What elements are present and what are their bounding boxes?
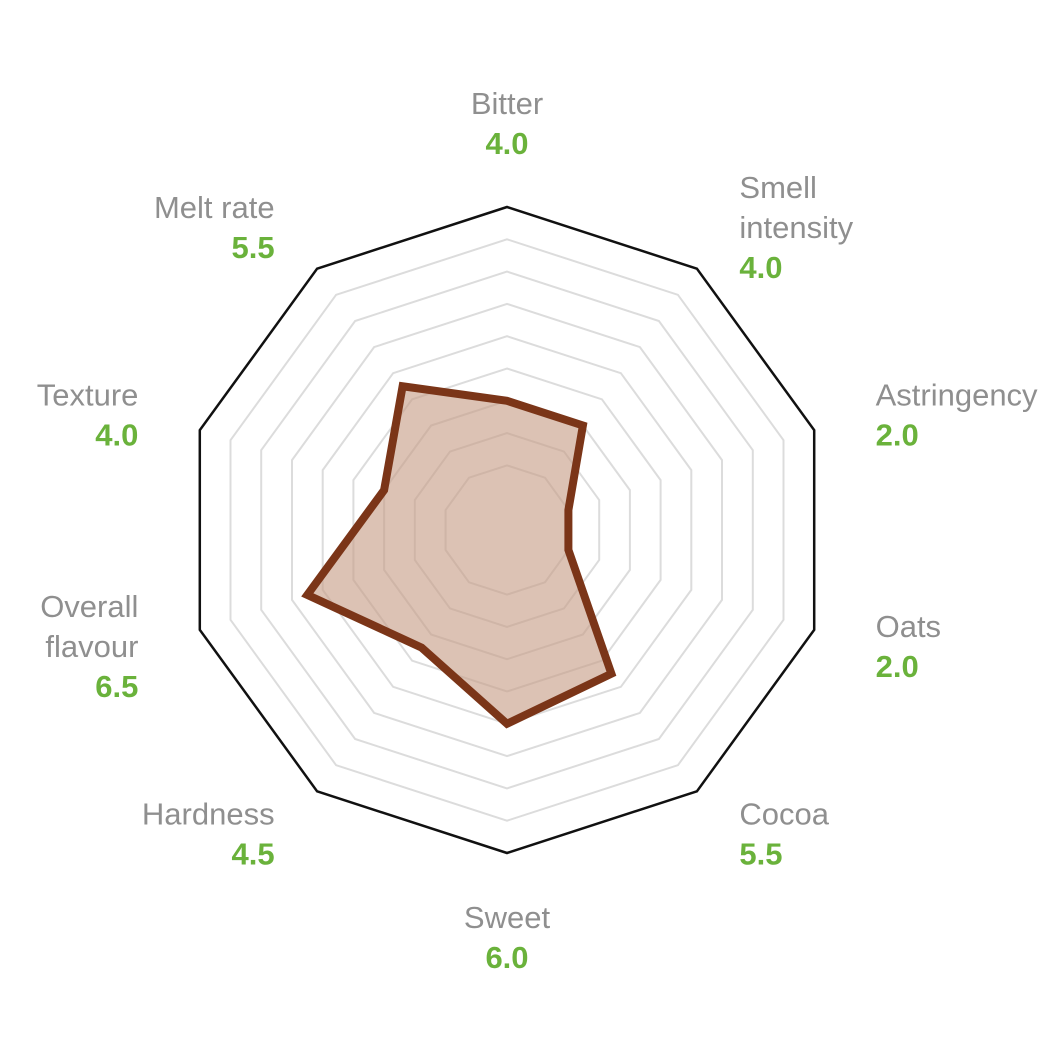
axis-category-label: flavour	[45, 629, 138, 664]
axis-label-group: Oats 2.0	[876, 609, 941, 684]
axis-category-label: Oats	[876, 609, 941, 644]
axis-label-group: Bitter 4.0	[471, 86, 543, 161]
axis-value-label: 4.0	[95, 417, 138, 452]
axis-category-label: Melt rate	[154, 190, 275, 225]
axis-category-label: Sweet	[464, 900, 551, 935]
axis-label-group: Smell intensity 4.0	[739, 170, 853, 285]
axis-category-label: intensity	[739, 210, 853, 245]
grid-ring	[229, 238, 785, 822]
outer-frame	[198, 205, 816, 855]
axis-category-label: Texture	[37, 377, 139, 412]
axis-labels: Bitter 4.0 Smell intensity 4.0 Astringency 2.0…	[37, 86, 1038, 975]
axis-label-group: Overall flavour 6.5	[40, 589, 138, 704]
axis-value-label: 5.5	[739, 837, 782, 872]
axis-value-label: 5.5	[231, 230, 274, 265]
series-polygon	[301, 381, 617, 729]
grid-ring	[260, 270, 754, 790]
axis-category-label: Overall	[40, 589, 138, 624]
axis-value-label: 4.0	[485, 126, 528, 161]
outer-frame-polygon	[198, 205, 816, 855]
axis-value-label: 6.0	[485, 940, 528, 975]
axis-label-group: Cocoa 5.5	[739, 797, 829, 872]
axis-value-label: 4.0	[739, 250, 782, 285]
axis-label-group: Astringency 2.0	[876, 377, 1038, 452]
axis-value-label: 2.0	[876, 417, 919, 452]
axis-label-group: Hardness 4.5	[142, 797, 275, 872]
series-area	[301, 381, 617, 729]
axis-value-label: 6.5	[95, 669, 138, 704]
axis-value-label: 4.5	[231, 837, 274, 872]
axis-category-label: Astringency	[876, 377, 1038, 412]
axis-category-label: Bitter	[471, 86, 543, 121]
grid-ring	[291, 302, 723, 758]
axis-label-group: Melt rate 5.5	[154, 190, 275, 265]
axis-value-label: 2.0	[876, 649, 919, 684]
axis-category-label: Smell	[739, 170, 817, 205]
axis-label-group: Texture 4.0	[37, 377, 139, 452]
axis-category-label: Cocoa	[739, 797, 829, 832]
axis-label-group: Sweet 6.0	[464, 900, 551, 975]
axis-category-label: Hardness	[142, 797, 275, 832]
